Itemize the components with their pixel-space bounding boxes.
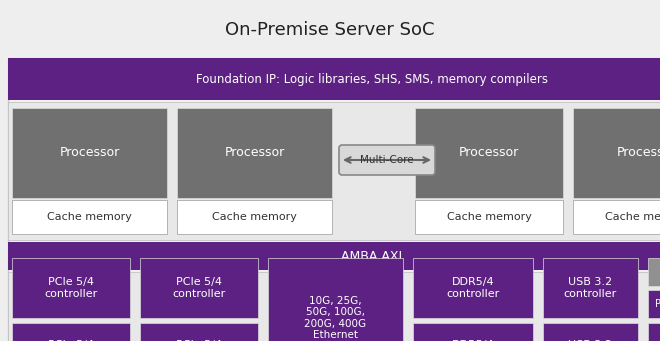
Text: PCIe controller: PCIe controller: [655, 299, 660, 309]
Bar: [573, 108, 660, 198]
Bar: [177, 200, 332, 234]
Text: USB 3.2
PHY: USB 3.2 PHY: [568, 340, 612, 341]
Text: USB 3.2
controller: USB 3.2 controller: [564, 277, 617, 299]
Bar: [415, 108, 563, 198]
Bar: [12, 108, 167, 198]
Text: Multi-Core: Multi-Core: [360, 155, 414, 165]
Bar: [543, 258, 638, 318]
Text: PCIe 5/4
controller: PCIe 5/4 controller: [44, 277, 98, 299]
Bar: [648, 290, 660, 318]
Bar: [648, 258, 660, 286]
Bar: [8, 102, 660, 240]
Bar: [573, 200, 660, 234]
Text: AMBA AXI: AMBA AXI: [341, 250, 403, 263]
Bar: [8, 272, 660, 341]
Bar: [413, 323, 533, 341]
Bar: [177, 108, 332, 198]
Text: Processor: Processor: [459, 147, 519, 160]
Text: Cache memory: Cache memory: [605, 212, 660, 222]
Bar: [8, 242, 660, 270]
Bar: [268, 258, 403, 341]
Bar: [415, 200, 563, 234]
Text: Processor: Processor: [224, 147, 284, 160]
Text: DDR5/4
PHY: DDR5/4 PHY: [451, 340, 494, 341]
Text: PCIe 5/4
PHY: PCIe 5/4 PHY: [176, 340, 222, 341]
Text: Cache memory: Cache memory: [47, 212, 132, 222]
Text: Foundation IP: Logic libraries, SHS, SMS, memory compilers: Foundation IP: Logic libraries, SHS, SMS…: [196, 73, 548, 86]
Text: Cache memory: Cache memory: [447, 212, 531, 222]
Text: Processor: Processor: [59, 147, 119, 160]
Bar: [140, 258, 258, 318]
Text: Processor: Processor: [617, 147, 660, 160]
Text: Cache memory: Cache memory: [212, 212, 297, 222]
Bar: [8, 58, 660, 100]
Text: DDR5/4
controller: DDR5/4 controller: [446, 277, 500, 299]
Bar: [12, 200, 167, 234]
Bar: [140, 323, 258, 341]
Bar: [413, 258, 533, 318]
Bar: [648, 323, 660, 341]
Text: On-Premise Server SoC: On-Premise Server SoC: [225, 21, 435, 39]
Bar: [12, 258, 130, 318]
Text: PCIe 5/4
controller: PCIe 5/4 controller: [172, 277, 226, 299]
Text: PCIe 5/4
PHY: PCIe 5/4 PHY: [48, 340, 94, 341]
Text: 10G, 25G,
50G, 100G,
200G, 400G
Ethernet: 10G, 25G, 50G, 100G, 200G, 400G Ethernet: [304, 296, 366, 340]
Bar: [543, 323, 638, 341]
Bar: [12, 323, 130, 341]
FancyBboxPatch shape: [339, 145, 435, 175]
